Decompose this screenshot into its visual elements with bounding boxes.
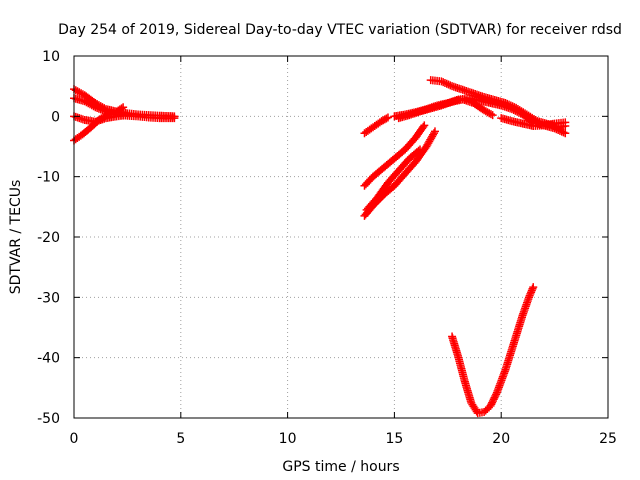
series-12 bbox=[448, 283, 538, 418]
marker bbox=[446, 81, 455, 90]
data-point bbox=[437, 77, 446, 86]
series-5 bbox=[360, 121, 429, 190]
marker bbox=[419, 122, 428, 131]
marker bbox=[430, 129, 439, 138]
y-tick-label: 0 bbox=[51, 109, 60, 125]
data-point bbox=[501, 99, 510, 108]
series-7 bbox=[362, 145, 425, 214]
marker bbox=[555, 126, 564, 135]
marker bbox=[414, 146, 423, 155]
x-axis-title: GPS time / hours bbox=[282, 459, 399, 475]
series-layer bbox=[70, 76, 570, 418]
data-point bbox=[123, 111, 132, 120]
data-point bbox=[416, 145, 425, 154]
y-tick-label: -30 bbox=[37, 290, 60, 306]
series-11 bbox=[497, 114, 570, 130]
series-6 bbox=[360, 127, 439, 220]
data-point bbox=[420, 121, 429, 130]
y-axis: -50 -40 -30 -20 -10 0 10 bbox=[37, 49, 608, 427]
marker bbox=[510, 103, 519, 112]
marker bbox=[503, 99, 512, 108]
y-tick-label: -40 bbox=[37, 351, 60, 367]
x-tick-label: 25 bbox=[599, 431, 617, 447]
data-point bbox=[488, 111, 497, 120]
marker bbox=[508, 102, 517, 111]
x-axis: 0 5 10 15 20 25 bbox=[70, 56, 617, 447]
x-tick-label: 5 bbox=[176, 431, 185, 447]
marker bbox=[486, 110, 495, 119]
marker bbox=[442, 79, 451, 88]
data-point bbox=[170, 114, 179, 123]
marker bbox=[492, 390, 501, 399]
y-tick-label: -20 bbox=[37, 230, 60, 246]
y-tick-label: -50 bbox=[37, 411, 60, 427]
data-point bbox=[561, 129, 570, 138]
series-9 bbox=[394, 95, 497, 123]
data-point bbox=[529, 283, 538, 292]
marker bbox=[117, 104, 126, 113]
y-tick-label: 10 bbox=[42, 49, 60, 65]
y-tick-label: -10 bbox=[37, 170, 60, 186]
x-tick-label: 0 bbox=[70, 431, 79, 447]
series-3 bbox=[70, 111, 132, 126]
data-point bbox=[383, 113, 392, 122]
series-4 bbox=[360, 113, 392, 138]
data-point bbox=[561, 118, 570, 127]
data-point bbox=[430, 127, 439, 136]
marker bbox=[444, 80, 453, 89]
y-axis-title: SDTVAR / TECUs bbox=[8, 180, 24, 295]
data-point bbox=[119, 103, 128, 112]
marker bbox=[440, 78, 449, 87]
marker bbox=[439, 78, 448, 87]
series-1 bbox=[70, 94, 179, 123]
grid bbox=[74, 56, 608, 418]
chart-title: Day 254 of 2019, Sidereal Day-to-day VTE… bbox=[58, 22, 622, 38]
x-tick-label: 20 bbox=[492, 431, 510, 447]
marker bbox=[89, 102, 98, 111]
marker bbox=[506, 101, 515, 110]
x-tick-label: 15 bbox=[385, 431, 403, 447]
x-tick-label: 10 bbox=[279, 431, 297, 447]
marker bbox=[505, 100, 514, 109]
marker bbox=[382, 114, 391, 123]
